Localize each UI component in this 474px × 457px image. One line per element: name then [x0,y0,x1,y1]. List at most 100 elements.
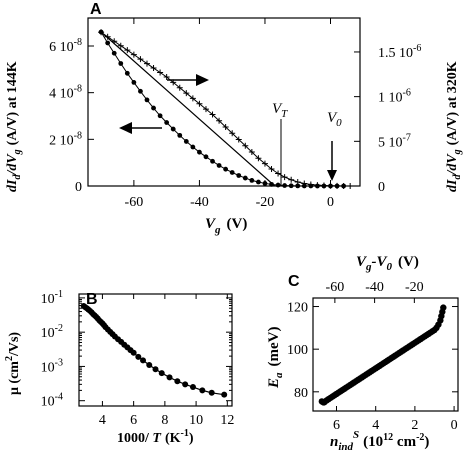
x-tick-label: 12 [220,413,234,428]
y-tick-label: 10-2 [41,323,63,341]
y-tick-label: 1.5 10-6 [378,43,421,61]
data-point [177,132,183,138]
panel-b-series [80,303,228,398]
data-point [347,183,354,189]
data-point [117,42,124,49]
data-point [288,176,295,183]
data-point [340,182,347,189]
y-tick-label: 4 10-8 [49,84,82,102]
panel-c-ylabel: Ea(meV) [266,327,285,390]
panel-a-x-ticks: -60 -40 -20 0 [125,18,334,210]
data-point [222,124,229,131]
series-line [100,31,351,187]
panel-a-left-ylabel: dId/dVg(A/V) at 144K [5,61,23,192]
data-point [140,357,147,364]
data-point [138,88,143,94]
series-line [83,305,225,396]
data-point [202,106,209,113]
y-tick-label: 10-3 [41,357,63,375]
data-point [182,381,189,388]
data-point [229,130,236,137]
panel-c-top-x-ticks: -60 -40 -20 [326,280,424,303]
data-point [294,178,301,185]
x-tick-label: -60 [125,195,144,210]
data-point [176,84,183,91]
data-point [151,105,156,111]
x-tick-label: 4 [372,418,379,433]
panel-a-label: A [90,1,102,18]
data-point [301,180,308,187]
y-tick-label: 6 10-8 [49,37,82,55]
data-point [255,155,262,162]
data-point [221,391,228,398]
panel-c-top-xlabel: Vg-V0 (V) [356,254,419,273]
x-tick-label: 10 [189,413,203,428]
panel-c-y-ticks: 80 100 120 [287,301,458,401]
data-point [157,113,163,119]
data-point [216,117,223,124]
data-point [163,73,170,80]
data-point [190,144,196,150]
annotation-v0: V0 [327,110,342,129]
x-tick-label: 6 [130,413,137,428]
y-tick-label: 100 [287,343,308,358]
panel-a-left-y-ticks: 0 2 10-8 4 10-8 6 10-8 [49,37,94,195]
data-point [236,173,242,178]
panel-b-x-ticks: 4 6 8 10 12 [99,294,234,428]
data-point [189,384,196,391]
panel-b-y-ticks: 10-1 10-2 10-3 10-4 [41,289,232,410]
panel-c-x-ticks: 6 4 2 0 [333,406,458,433]
data-point [164,120,170,125]
data-point [158,370,165,377]
data-point [327,182,334,189]
data-point [135,353,142,360]
series-line [100,31,344,187]
data-point [152,366,159,373]
data-point [261,160,268,167]
data-point [98,29,105,36]
data-point [183,90,190,97]
data-point [199,387,206,394]
data-point [229,170,235,175]
data-point [440,304,447,311]
data-point [269,181,274,187]
data-point [146,362,153,369]
data-point [157,69,164,76]
x-tick-label: 8 [161,413,168,428]
data-point [288,183,294,189]
panel-a-series [98,29,354,189]
top-x-tick-label: -60 [326,280,345,295]
data-point [320,182,327,189]
y-tick-label: 120 [287,301,308,316]
data-point [295,183,301,189]
top-x-tick-label: -40 [365,280,384,295]
data-point [105,40,111,46]
data-point [104,33,111,40]
arrow-right-icon [167,74,209,86]
data-point [248,149,255,156]
x-tick-label: -40 [190,195,209,210]
data-point [268,166,275,173]
data-point [150,65,157,72]
arrow-down-icon [327,141,337,181]
data-point [282,183,288,188]
y-tick-label: 5 10-7 [378,132,411,150]
panel-c-frame [312,297,459,412]
data-point [131,80,137,85]
data-point [124,70,130,76]
data-point [307,181,314,188]
data-point [256,179,261,185]
panel-b-xlabel: 1000/ T (K-1) [117,428,194,446]
data-point [124,47,131,54]
tangent-line [100,31,276,187]
x-tick-label: 6 [333,418,340,433]
y-tick-label: 10-4 [41,392,63,410]
data-point [111,50,117,56]
x-tick-label: 0 [451,418,458,433]
data-point [281,174,288,181]
panel-a-right-y-ticks: 0 5 10-7 1 10-6 1.5 10-6 [354,43,421,195]
data-point [235,136,242,143]
panel-b-label: B [86,291,98,308]
data-point [203,154,209,160]
